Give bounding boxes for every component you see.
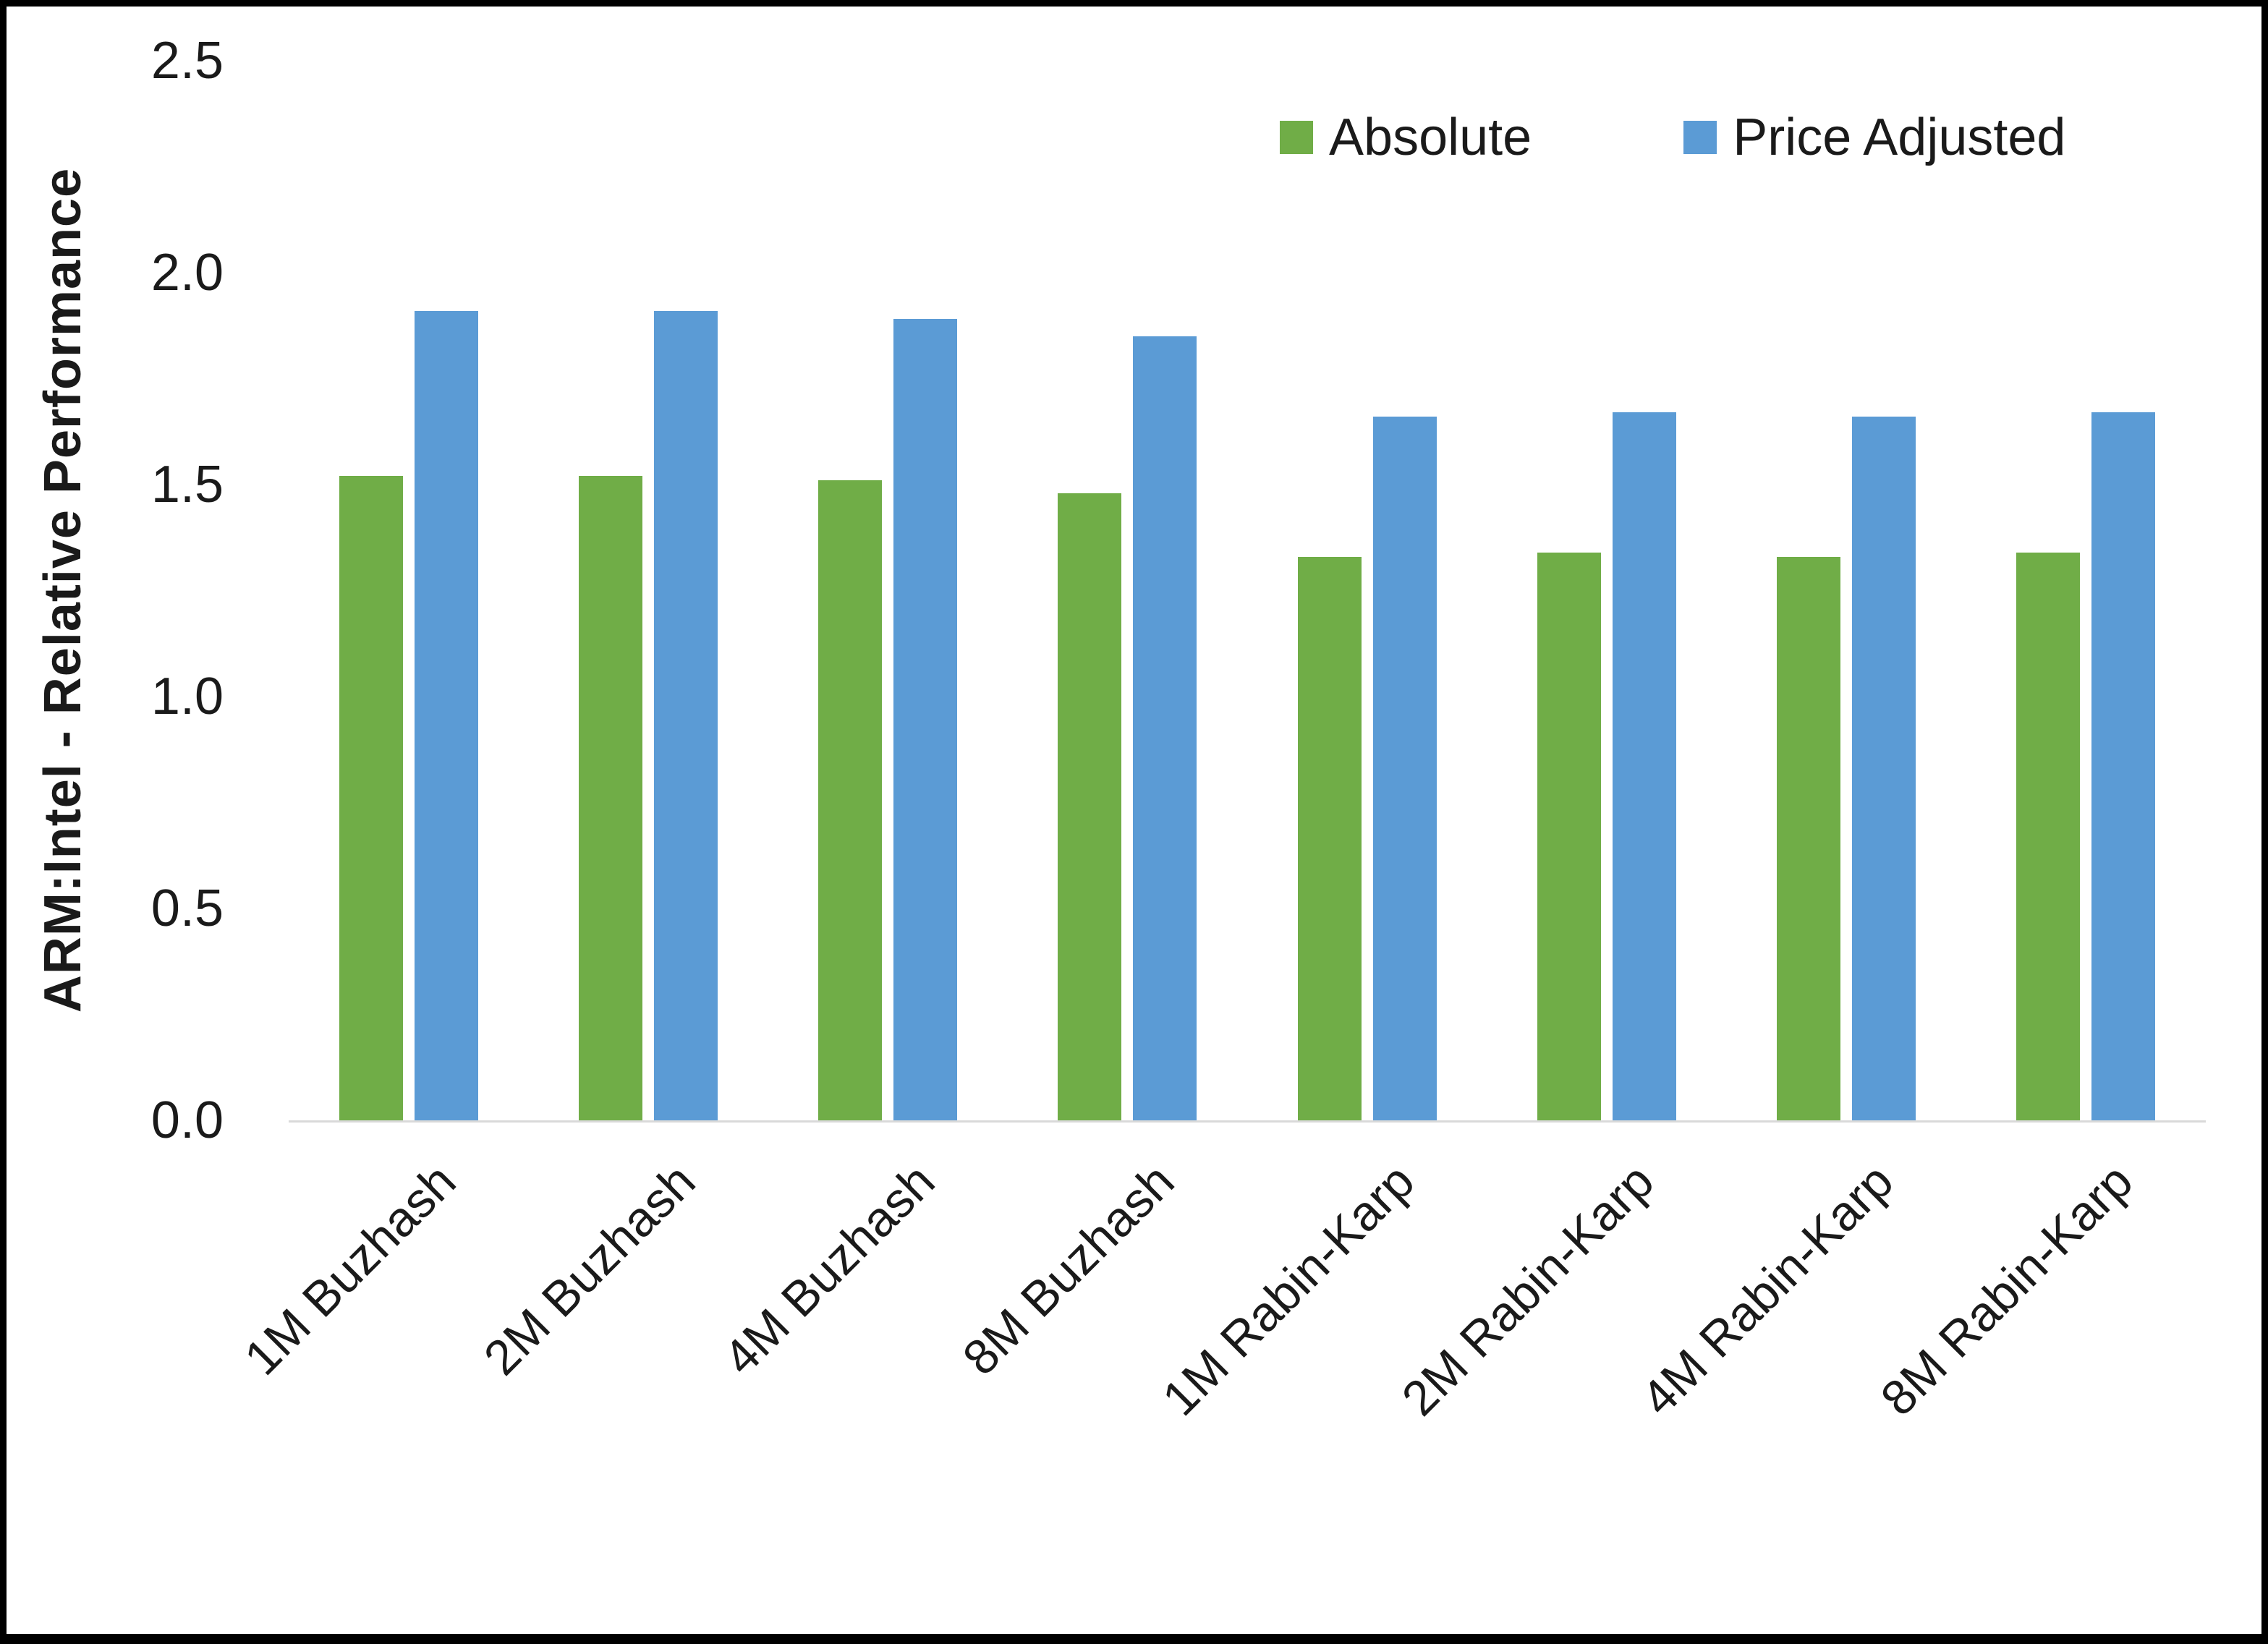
- legend: Absolute Price Adjusted: [1280, 108, 2065, 167]
- bar-price-adjusted: [1372, 417, 1437, 1120]
- bar-price-adjusted: [653, 310, 718, 1120]
- x-axis-line: [289, 1120, 2206, 1123]
- bar-absolute: [339, 476, 403, 1120]
- x-axis-category-label: 4M Rabin-Karp: [1631, 1153, 1904, 1426]
- bar-absolute: [1777, 556, 1841, 1120]
- legend-label-price-adjusted: Price Adjusted: [1733, 108, 2066, 166]
- y-axis-tick-label: 1.0: [150, 668, 224, 725]
- bar-price-adjusted: [2091, 412, 2156, 1120]
- bar-price-adjusted: [893, 319, 958, 1120]
- legend-swatch-price-adjusted-icon: [1683, 121, 1717, 154]
- bar-absolute: [1537, 552, 1601, 1120]
- x-axis-category-label: 1M Buzhash: [234, 1153, 467, 1386]
- bar-price-adjusted: [1133, 336, 1197, 1120]
- bar-price-adjusted: [1612, 412, 1676, 1120]
- bar-absolute: [818, 480, 883, 1120]
- y-axis-tick-label: 0.5: [150, 880, 224, 937]
- bar-absolute: [1297, 556, 1362, 1120]
- bar-absolute: [1058, 493, 1122, 1120]
- y-axis-tick-label: 1.5: [150, 456, 224, 514]
- legend-label-absolute: Absolute: [1329, 108, 1532, 166]
- x-axis-category-label: 1M Rabin-Karp: [1151, 1153, 1425, 1426]
- bar-absolute: [2016, 552, 2081, 1120]
- y-axis-tick-label: 2.0: [150, 244, 224, 302]
- x-axis-category-label: 8M Rabin-Karp: [1870, 1153, 2144, 1426]
- x-axis-category-label: 4M Buzhash: [713, 1153, 946, 1386]
- legend-item-absolute: Absolute: [1280, 108, 1532, 167]
- bar-price-adjusted: [1852, 417, 1916, 1120]
- legend-swatch-absolute-icon: [1280, 121, 1313, 154]
- x-axis-category-label: 2M Buzhash: [473, 1153, 706, 1386]
- legend-item-price-adjusted: Price Adjusted: [1683, 108, 2065, 167]
- bar-price-adjusted: [414, 310, 478, 1120]
- bar-absolute: [578, 476, 642, 1120]
- y-axis-tick-label: 2.5: [150, 32, 224, 90]
- y-axis-tick-label: 0.0: [150, 1091, 224, 1149]
- x-axis-category-label: 8M Buzhash: [952, 1153, 1185, 1386]
- x-axis-category-label: 2M Rabin-Karp: [1391, 1153, 1665, 1426]
